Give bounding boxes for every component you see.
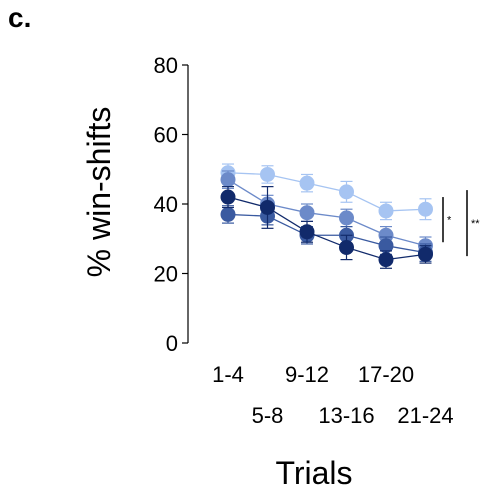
data-point: [220, 206, 236, 222]
x-tick-label: 5-8: [252, 403, 284, 428]
data-point: [418, 246, 433, 262]
x-tick-label: 13-16: [318, 403, 374, 428]
series-3: [220, 205, 433, 262]
y-tick-label: 60: [154, 123, 178, 148]
data-point: [299, 175, 315, 191]
y-axis-title: % win-shifts: [81, 107, 117, 278]
x-tick-label: 9-12: [285, 362, 329, 387]
x-axis-title: Trials: [275, 455, 352, 491]
series-1: [220, 163, 433, 221]
y-ticks: 0 20 40 60 80: [154, 53, 188, 356]
significance-label: **: [471, 218, 480, 230]
data-point: [378, 227, 394, 243]
data-point: [220, 189, 236, 205]
data-point: [339, 239, 354, 255]
panel-label: c.: [8, 2, 31, 33]
data-point: [299, 224, 315, 240]
data-point: [220, 172, 236, 188]
significance-label: *: [447, 215, 452, 227]
y-tick-label: 20: [154, 262, 178, 287]
data-point: [339, 210, 354, 226]
series-4: [220, 186, 433, 269]
data-point: [418, 201, 433, 217]
significance-layer: * **: [442, 190, 480, 257]
y-tick-label: 40: [154, 192, 178, 217]
series-line: [227, 213, 426, 254]
data-point: [299, 205, 315, 221]
x-tick-label: 1-4: [212, 362, 244, 387]
y-tick-label: 80: [154, 53, 178, 78]
x-ticks: 1-4 5-89-12 13-16 17-20 21-24: [212, 362, 454, 428]
data-point: [378, 238, 394, 254]
x-tick-label: 17-20: [358, 362, 414, 387]
data-point: [378, 203, 394, 219]
data-point: [260, 166, 275, 182]
x-tick-label: 21-24: [397, 403, 453, 428]
data-point: [378, 252, 394, 268]
series-2: [220, 170, 433, 255]
series-layer: [220, 163, 433, 269]
series-line: [227, 196, 426, 261]
data-point: [260, 199, 275, 215]
data-point: [339, 184, 354, 200]
y-tick-label: 0: [166, 331, 178, 356]
